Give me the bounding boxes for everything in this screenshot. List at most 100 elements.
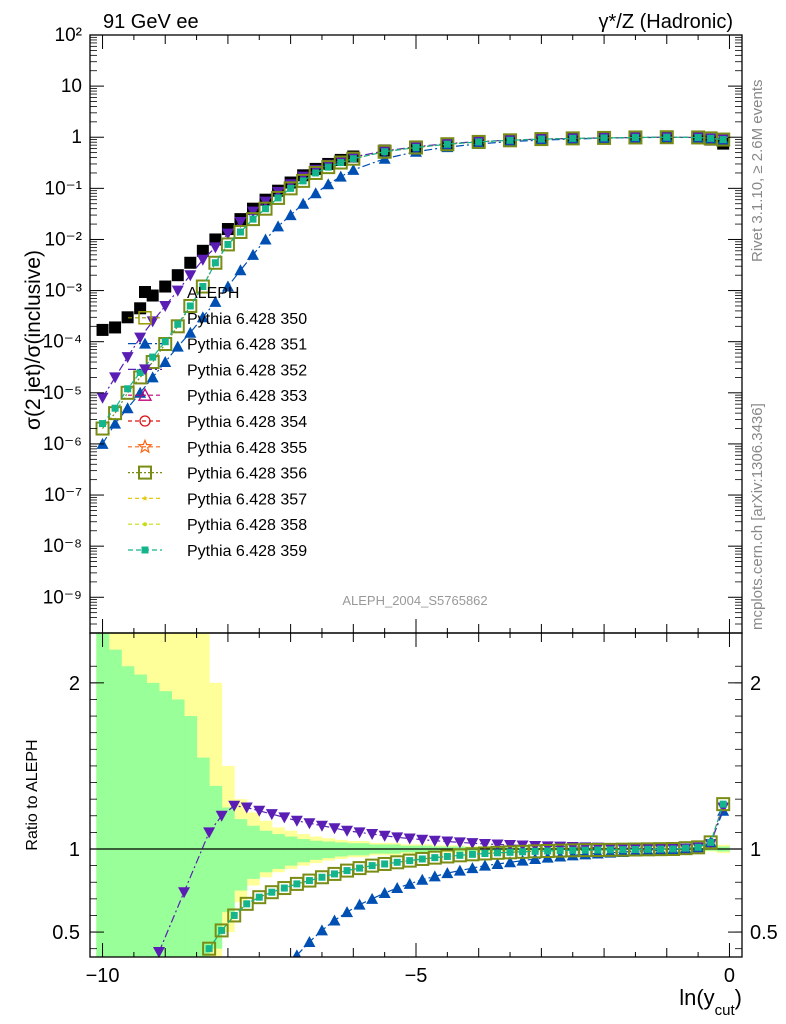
ratio-point-s3-29	[569, 846, 577, 854]
ratio-point-s0-14	[466, 862, 479, 874]
main-y-axis-label: σ(2 jet)/σ(inclusive)	[22, 250, 45, 430]
main-point-s10-24	[475, 138, 483, 146]
band-green-bin	[184, 716, 198, 957]
main-point-s7-21	[377, 144, 392, 159]
ratio-point-s3-4	[255, 893, 263, 901]
ratio-point-s1-17	[391, 832, 404, 844]
main-point-s10-8	[199, 283, 207, 291]
ratio-point-s3-28	[556, 847, 564, 855]
main-plot-area	[95, 130, 731, 449]
main-point-s3-0	[96, 392, 109, 404]
ratio-point-s3-33	[619, 846, 627, 854]
band-green-bin	[234, 819, 248, 891]
ratio-series-line-1	[158, 805, 724, 953]
ratio-point-s3-32	[606, 846, 614, 854]
band-green-bin	[321, 841, 335, 859]
ratio-point-s3-19	[443, 852, 451, 860]
ratio-point-s0-16	[491, 857, 504, 869]
ratio-point-s1-21	[441, 836, 454, 848]
ratio-point-s3-31	[594, 846, 602, 854]
main-point-s10-1	[111, 404, 119, 412]
main-y-tick-label: 10	[61, 76, 82, 97]
ratio-point-s1-24	[478, 839, 491, 851]
main-point-s10-0	[99, 420, 107, 428]
legend-entry-6: Pythia 6.428 355	[187, 440, 307, 457]
ratio-point-s3-23	[494, 849, 501, 857]
legend-entry-0: ALEPH	[187, 285, 239, 302]
ratio-point-s3-6	[280, 884, 288, 892]
band-green-bin	[108, 649, 122, 957]
ratio-point-s2-1	[214, 923, 229, 938]
main-point-s2-16	[297, 197, 310, 209]
band-green-bin	[209, 785, 223, 949]
ratio-point-s0-2	[315, 924, 328, 936]
main-point-s10-22	[412, 143, 420, 151]
legend-entry-8: Pythia 6.428 357	[187, 491, 307, 508]
band-green-bin	[296, 839, 310, 863]
rivet-version-label: Rivet 3.1.10, ≥ 2.6M events	[749, 80, 766, 263]
band-green-bin	[121, 666, 135, 957]
main-y-tick-label: 10⁻⁹	[43, 587, 82, 608]
main-point-s7-20	[346, 151, 361, 166]
band-green-bin	[271, 834, 285, 869]
band-green-bin	[309, 840, 323, 860]
ratio-point-s1-20	[428, 835, 441, 847]
ratio-point-s0-4	[341, 906, 354, 918]
ratio-y-tick-label-right: 2	[750, 673, 761, 695]
ratio-point-s0-0	[292, 949, 302, 957]
main-point-s10-9	[211, 259, 219, 267]
ratio-point-s0-11	[428, 870, 441, 882]
main-point-s10-25	[506, 136, 514, 144]
band-green-bin	[96, 633, 110, 957]
legend-marker-2	[139, 337, 151, 349]
ratio-point-s2-2	[227, 908, 242, 923]
main-point-s2-20	[347, 163, 360, 175]
legend-entry-3: Pythia 6.428 352	[187, 362, 307, 379]
legend-entry-7: Pythia 6.428 356	[187, 466, 307, 483]
main-point-s10-5	[161, 338, 169, 346]
main-point-s2-15	[284, 209, 297, 221]
ratio-point-s1-8	[278, 812, 291, 824]
ratio-point-s0-8	[391, 882, 404, 894]
ratio-point-s3-35	[644, 845, 652, 853]
main-y-tick-label: 10⁻⁸	[43, 536, 82, 557]
main-point-s10-33	[719, 136, 727, 144]
ratio-point-s3-24	[506, 848, 514, 856]
ratio-point-s3-5	[268, 888, 276, 896]
main-point-s7-5	[158, 337, 173, 352]
main-point-s3-11	[234, 216, 247, 228]
main-point-s10-21	[381, 148, 389, 156]
legend-marker-8	[142, 495, 148, 501]
main-point-s10-30	[663, 133, 671, 141]
band-green-bin	[246, 825, 260, 879]
legend-entry-5: Pythia 6.428 354	[187, 414, 307, 431]
ratio-point-s0-22	[566, 849, 579, 861]
ratio-point-s2-41	[716, 797, 731, 812]
ratio-point-s3-17	[418, 855, 426, 863]
ratio-point-s1-6	[253, 805, 266, 817]
ratio-y-tick-label-left: 0.5	[52, 922, 80, 944]
main-point-s7-6	[170, 319, 185, 334]
ratio-point-s3-7	[293, 880, 301, 888]
x-tick-label: −5	[405, 965, 428, 987]
ratio-point-s0-18	[516, 854, 529, 866]
main-point-s7-14	[271, 190, 286, 205]
ratio-point-s0-17	[504, 856, 517, 868]
band-green-bin	[146, 682, 160, 957]
main-point-s10-4	[149, 353, 157, 361]
main-point-s3-8	[196, 254, 209, 266]
ratio-series-line-3	[208, 803, 724, 950]
ratio-point-s3-36	[657, 845, 664, 853]
legend-marker-3	[139, 364, 151, 376]
ratio-point-s2-0	[202, 941, 217, 956]
ratio-point-s3-27	[544, 847, 552, 855]
ratio-point-s1-14	[353, 827, 366, 839]
ratio-point-s1-13	[341, 825, 354, 837]
legend-marker-6	[137, 438, 153, 454]
main-point-s3-10	[221, 228, 234, 240]
legend-marker-4	[137, 387, 153, 401]
main-point-s10-23	[443, 140, 451, 148]
ratio-point-s3-26	[531, 847, 539, 855]
main-point-s3-4	[146, 316, 159, 328]
